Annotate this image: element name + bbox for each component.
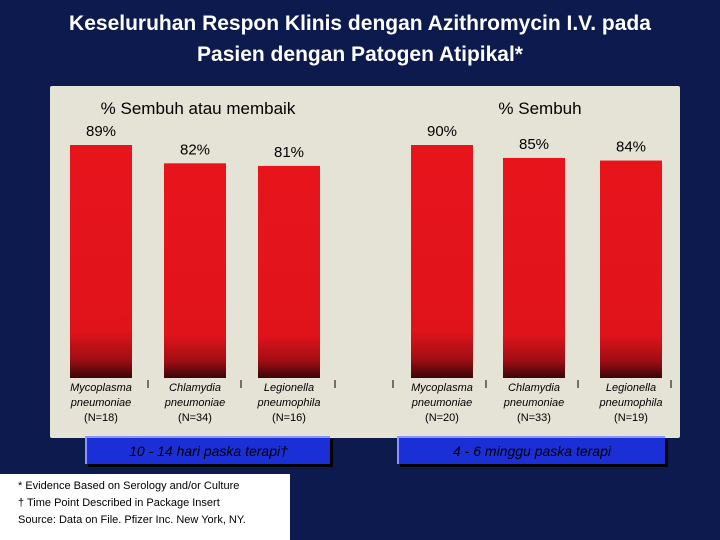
category-label-1-1-line-3: (N=18): [84, 412, 118, 424]
bar-1-3: [258, 165, 320, 378]
category-label-1-1-line-2: pneumoniae: [70, 397, 132, 409]
value-label-1-1: 89%: [86, 123, 116, 140]
category-label-2-2-line-1: Chlamydia: [508, 382, 560, 394]
bar-1-1: [70, 145, 132, 378]
category-label-1-2-line-2: pneumoniae: [164, 397, 226, 409]
category-label-2-3-line-2: pneumophila: [599, 397, 663, 409]
category-label-2-3-line-3: (N=19): [614, 412, 648, 424]
category-label-1-3-line-3: (N=16): [272, 412, 306, 424]
category-label-2-1-line-1: Mycoplasma: [411, 382, 473, 394]
value-label-2-2: 85%: [519, 136, 549, 153]
slide-title: Keseluruhan Respon Klinis dengan Azithro…: [0, 8, 720, 70]
category-label-1-3-line-2: pneumophila: [257, 397, 321, 409]
footnote-evidence: * Evidence Based on Serology and/or Cult…: [18, 480, 240, 492]
value-label-1-3: 81%: [274, 144, 304, 161]
category-label-1-3-line-1: Legionella: [264, 382, 314, 394]
bar-1-2: [164, 163, 226, 378]
category-label-1-2-line-1: Chlamydia: [169, 382, 221, 394]
category-label-2-1-line-2: pneumoniae: [411, 397, 473, 409]
footnote-source: Source: Data on File. Pfizer Inc. New Yo…: [18, 514, 246, 526]
bar-2-3: [600, 160, 662, 378]
category-label-2-1-line-3: (N=20): [425, 412, 459, 424]
category-label-2-2-line-3: (N=33): [517, 412, 551, 424]
category-label-1-1-line-1: Mycoplasma: [70, 382, 132, 394]
caption-left: 10 - 14 hari paska terapi†: [85, 436, 330, 464]
slide-title-line-2: Pasien dengan Patogen Atipikal*: [197, 43, 523, 66]
value-label-1-2: 82%: [180, 141, 210, 158]
category-label-2-2-line-2: pneumoniae: [503, 397, 565, 409]
chart-panel: [50, 86, 680, 438]
bar-2-2: [503, 157, 565, 378]
caption-right: 4 - 6 minggu paska terapi: [397, 436, 665, 464]
category-label-1-2-line-3: (N=34): [178, 412, 212, 424]
chart-title-2: % Sembuh: [498, 99, 581, 118]
bar-2-1: [411, 145, 473, 378]
value-label-2-3: 84%: [616, 139, 646, 156]
slide-title-line-1: Keseluruhan Respon Klinis dengan Azithro…: [69, 12, 651, 35]
footnotes: * Evidence Based on Serology and/or Cult…: [0, 474, 290, 540]
value-label-2-1: 90%: [427, 123, 457, 140]
footnote-time-point: † Time Point Described in Package Insert: [18, 497, 220, 509]
chart-title-1: % Sembuh atau membaik: [101, 99, 296, 118]
category-label-2-3-line-1: Legionella: [606, 382, 656, 394]
